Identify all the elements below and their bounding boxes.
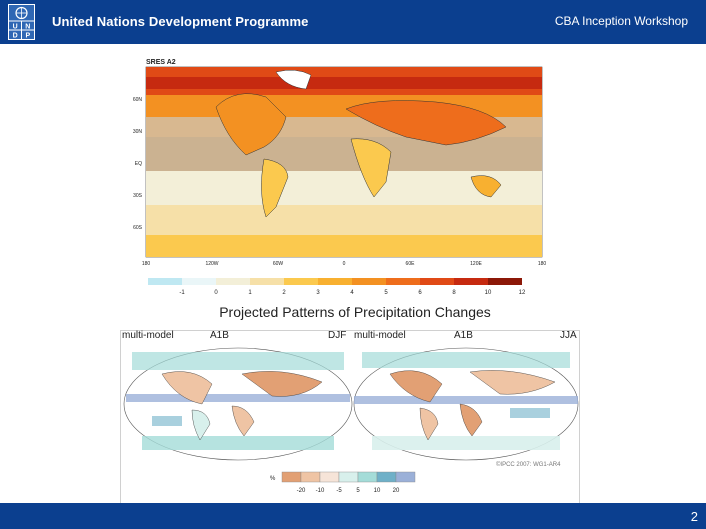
precip-key-unit: % — [270, 476, 276, 482]
colorbar-swatch — [488, 278, 522, 285]
lat-label: 60N — [133, 97, 143, 103]
precip-panel-jja: multi-model A1B JJA — [350, 330, 582, 470]
colorbar-label: 5 — [384, 290, 388, 294]
header-bar: U N D P United Nations Development Progr… — [0, 0, 706, 44]
panel-season-label: DJF — [328, 330, 347, 341]
precip-key-swatch — [338, 471, 359, 483]
lon-label: 120W — [205, 261, 218, 267]
precip-panel-djf: multi-model A1B DJF — [122, 330, 354, 470]
colorbar-swatch — [352, 278, 386, 285]
colorbar-label: 10 — [485, 290, 492, 294]
colorbar-label: 4 — [350, 290, 354, 294]
precip-key-label: -10 — [316, 488, 325, 494]
lon-label: 0 — [343, 261, 346, 267]
panel-scenario-label: A1B — [210, 330, 229, 341]
precip-map-djf — [123, 347, 353, 461]
colorbar-swatch — [250, 278, 284, 285]
precip-key-swatch — [376, 471, 397, 483]
lat-label: 30N — [133, 129, 143, 135]
precip-key-label: 10 — [374, 488, 381, 494]
colorbar-label: -1 — [179, 290, 185, 294]
org-name: United Nations Development Programme — [52, 14, 309, 29]
colorbar-swatch — [284, 278, 318, 285]
page-number: 2 — [690, 509, 698, 524]
panel-model-label: multi-model — [354, 330, 406, 341]
logo-letter-d: D — [13, 33, 18, 40]
colorbar-label: 12 — [519, 290, 526, 294]
precip-map-jja — [353, 347, 579, 461]
workshop-title: CBA Inception Workshop — [554, 14, 688, 28]
precip-key-label: -5 — [336, 488, 342, 494]
panel-model-label: multi-model — [122, 330, 174, 341]
precip-key-label: -20 — [297, 488, 306, 494]
precip-key-swatch — [300, 471, 321, 483]
colorbar-swatch — [420, 278, 454, 285]
lat-label: EQ — [135, 161, 142, 167]
panel-scenario-label: A1B — [454, 330, 473, 341]
colorbar-label: 1 — [248, 290, 252, 294]
precip-key-swatch — [281, 471, 302, 483]
colorbar-swatch — [216, 278, 250, 285]
lon-label: 60W — [273, 261, 284, 267]
lon-label: 180 — [142, 261, 151, 267]
colorbar-swatch — [318, 278, 352, 285]
precip-title: Projected Patterns of Precipitation Chan… — [219, 304, 491, 320]
logo-letter-n: N — [25, 24, 30, 31]
colorbar-swatch — [182, 278, 216, 285]
temperature-map-figure: SRES A2 60N 30N EQ 30S 60S 180 — [118, 52, 554, 296]
panel-season-label: JJA — [560, 330, 577, 341]
colorbar-swatch — [454, 278, 488, 285]
lat-label: 60S — [133, 225, 143, 231]
colorbar-label: 0 — [214, 290, 218, 294]
lon-label: 180 — [538, 261, 547, 267]
lon-label: 60E — [406, 261, 416, 267]
precip-key-label: 5 — [356, 488, 360, 494]
precip-key-swatch — [357, 471, 378, 483]
precip-key: % -20 -10 -5 5 10 20 — [262, 470, 422, 498]
footer-bar: 2 — [0, 503, 706, 529]
temperature-map: SRES A2 60N 30N EQ 30S 60S 180 — [118, 52, 554, 296]
colorbar-label: 8 — [452, 290, 456, 294]
temperature-colorbar: -1 0 1 2 3 4 5 6 8 10 12 — [148, 278, 526, 296]
colorbar-label: 3 — [316, 290, 320, 294]
colorbar-label: 6 — [418, 290, 422, 294]
precip-key-swatch — [395, 471, 416, 483]
undp-logo: U N D P — [8, 4, 35, 40]
precip-key-label: 20 — [393, 488, 400, 494]
colorbar-swatch — [148, 278, 182, 285]
logo-letter-p: P — [25, 33, 30, 40]
ipcc-credit: ©IPCC 2007: WG1-AR4 — [496, 462, 561, 468]
colorbar-label: 2 — [282, 290, 286, 294]
map-title: SRES A2 — [146, 59, 176, 66]
colorbar-swatch — [386, 278, 420, 285]
logo-letter-u: U — [13, 24, 18, 31]
lon-label: 120E — [470, 261, 482, 267]
lat-label: 30S — [133, 193, 143, 199]
precip-key-swatch — [319, 471, 340, 483]
